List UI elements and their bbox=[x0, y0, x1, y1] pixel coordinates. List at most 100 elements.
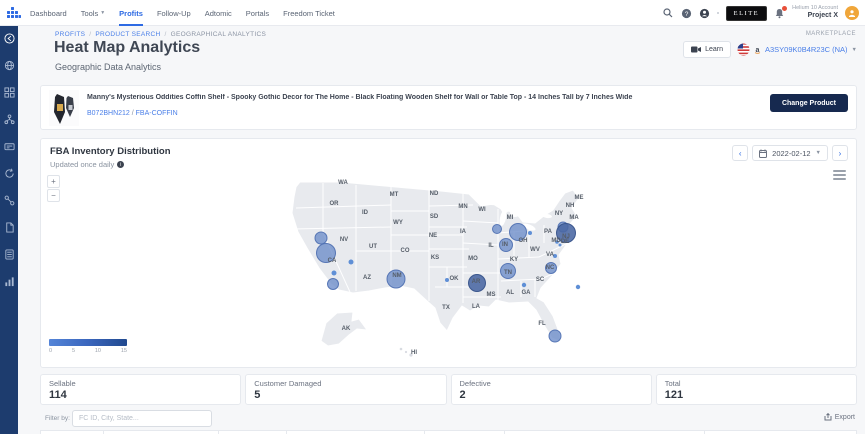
apps-icon[interactable] bbox=[3, 87, 15, 98]
inventory-bubble[interactable] bbox=[468, 274, 486, 292]
info-icon[interactable]: i bbox=[117, 161, 125, 168]
nav-item-tools[interactable]: Tools ▼ bbox=[80, 8, 106, 18]
helium10-logo-icon[interactable] bbox=[7, 7, 21, 19]
marketplace-selector[interactable]: a A3SY09K0B4R23C (NA) ▼ bbox=[737, 43, 857, 56]
date-picker[interactable]: 2022-02-12 ▼ bbox=[752, 145, 828, 161]
state-label-in: IN bbox=[502, 242, 508, 248]
inventory-bubble[interactable] bbox=[348, 259, 354, 265]
amazon-icon: a bbox=[754, 47, 761, 54]
stat-card-total: Total 121 bbox=[655, 374, 857, 405]
breadcrumb-product-search[interactable]: PRODUCT SEARCH bbox=[95, 31, 161, 38]
date-controls: ‹ 2022-02-12 ▼ › bbox=[732, 145, 848, 161]
stat-value: 2 bbox=[459, 389, 466, 401]
breadcrumb-profits[interactable]: PROFITS bbox=[55, 31, 86, 38]
sitemap-icon[interactable] bbox=[3, 114, 15, 125]
inventory-bubble[interactable] bbox=[327, 278, 339, 290]
legend-ticks: 0 5 10 15 bbox=[49, 348, 127, 354]
account-project: Project X bbox=[807, 12, 838, 20]
stat-value: 121 bbox=[664, 389, 684, 401]
learn-label: Learn bbox=[705, 46, 723, 53]
map-zoom-in-button[interactable]: + bbox=[47, 175, 60, 188]
state-label-ms: MS bbox=[487, 292, 496, 298]
state-label-mn: MN bbox=[458, 204, 467, 210]
state-label-nh: NH bbox=[566, 203, 575, 209]
product-asin-link[interactable]: B072BHN212 bbox=[87, 110, 130, 117]
card-icon[interactable] bbox=[3, 141, 15, 152]
nodes-icon[interactable] bbox=[4, 195, 15, 206]
state-label-ok: OK bbox=[450, 276, 460, 282]
product-image bbox=[49, 90, 79, 126]
state-label-ga: GA bbox=[522, 290, 532, 296]
calendar-icon bbox=[759, 149, 768, 158]
inventory-bubble[interactable] bbox=[556, 223, 576, 243]
globe-icon[interactable] bbox=[4, 60, 15, 71]
state-label-ak: AK bbox=[342, 326, 351, 332]
svg-text:?: ? bbox=[684, 10, 688, 17]
inventory-bubble[interactable] bbox=[509, 223, 527, 241]
primary-nav: Dashboard Tools ▼ Profits Follow-Up Adtomic Po… bbox=[30, 0, 335, 26]
account-switcher[interactable]: Helium 10 Account Project X bbox=[792, 5, 838, 21]
nav-item-portals[interactable]: Portals bbox=[245, 8, 270, 18]
nav-item-dashboard[interactable]: Dashboard bbox=[30, 8, 67, 18]
nav-item-follow-up[interactable]: Follow-Up bbox=[156, 8, 191, 18]
nav-item-freedom-ticket[interactable]: Freedom Ticket bbox=[283, 8, 335, 18]
legend-tick: 5 bbox=[71, 348, 75, 354]
inventory-bubble[interactable] bbox=[528, 231, 532, 235]
export-button[interactable]: Export bbox=[824, 413, 855, 421]
inventory-bubble[interactable] bbox=[500, 263, 516, 279]
inventory-bubble[interactable] bbox=[331, 270, 337, 276]
refresh-icon[interactable] bbox=[4, 168, 15, 179]
inventory-bubble[interactable] bbox=[316, 243, 336, 263]
next-date-button[interactable]: › bbox=[832, 145, 848, 161]
state-label-ar: AR bbox=[472, 279, 481, 285]
marketplace-id: A3SY09K0B4R23C (NA) bbox=[765, 45, 848, 54]
back-icon[interactable] bbox=[3, 33, 15, 44]
marketplace-label: MARKETPLACE bbox=[805, 31, 856, 37]
file-icon[interactable] bbox=[4, 222, 15, 233]
avatar[interactable] bbox=[845, 6, 859, 20]
map-zoom-out-button[interactable]: − bbox=[47, 189, 60, 202]
inventory-bubble[interactable] bbox=[545, 262, 557, 274]
state-label-al: AL bbox=[506, 290, 514, 296]
inventory-bubble[interactable] bbox=[386, 269, 406, 289]
inventory-bubble[interactable] bbox=[314, 231, 328, 245]
state-label-va: VA bbox=[546, 252, 555, 258]
inventory-bubble[interactable] bbox=[558, 243, 562, 247]
stat-card-sellable: Sellable 114 bbox=[40, 374, 242, 405]
state-label-mo: MO bbox=[468, 256, 478, 262]
inventory-bubble[interactable] bbox=[445, 278, 449, 282]
inventory-bubble[interactable] bbox=[521, 282, 527, 288]
us-map-svg[interactable]: WA OR CA NV ID MT WY UT CO AZ NM ND SD NE KS OK TX MN IA MO… bbox=[49, 173, 858, 368]
state-label-nc: NC bbox=[546, 265, 555, 271]
filter-input[interactable] bbox=[72, 410, 212, 427]
map-legend: 0 5 10 15 bbox=[49, 339, 127, 354]
inventory-bubble[interactable] bbox=[499, 238, 513, 252]
chart-icon[interactable] bbox=[4, 276, 15, 287]
notifications-bell-icon[interactable] bbox=[774, 5, 788, 19]
elite-badge[interactable]: ELITE bbox=[725, 5, 768, 21]
chart-menu-icon[interactable] bbox=[833, 170, 846, 180]
previous-date-button[interactable]: ‹ bbox=[732, 145, 749, 161]
export-label: Export bbox=[834, 413, 855, 421]
inventory-bubble[interactable] bbox=[553, 254, 557, 258]
legend-gradient-bar bbox=[49, 339, 127, 346]
community-icon[interactable] bbox=[699, 8, 710, 19]
product-sku-link[interactable]: FBA-COFFIN bbox=[135, 110, 178, 117]
nav-item-adtomic[interactable]: Adtomic bbox=[204, 8, 232, 18]
inventory-bubble[interactable] bbox=[548, 329, 562, 343]
help-icon[interactable]: ? bbox=[681, 8, 692, 19]
inventory-bubble[interactable] bbox=[575, 284, 581, 290]
learn-button[interactable]: Learn bbox=[683, 41, 731, 58]
search-icon[interactable] bbox=[663, 8, 674, 19]
nav-item-profits[interactable]: Profits bbox=[119, 0, 143, 26]
state-label-sc: SC bbox=[536, 277, 545, 283]
state-label-id: ID bbox=[362, 210, 369, 216]
breadcrumb-separator: / bbox=[164, 31, 167, 38]
inventory-bubble[interactable] bbox=[492, 224, 502, 234]
inventory-bubble[interactable] bbox=[555, 240, 559, 244]
calculator-icon[interactable] bbox=[4, 249, 15, 260]
change-product-button[interactable]: Change Product bbox=[769, 94, 848, 112]
state-label-ks: KS bbox=[431, 255, 439, 261]
state-label-ny: NY bbox=[555, 211, 563, 217]
